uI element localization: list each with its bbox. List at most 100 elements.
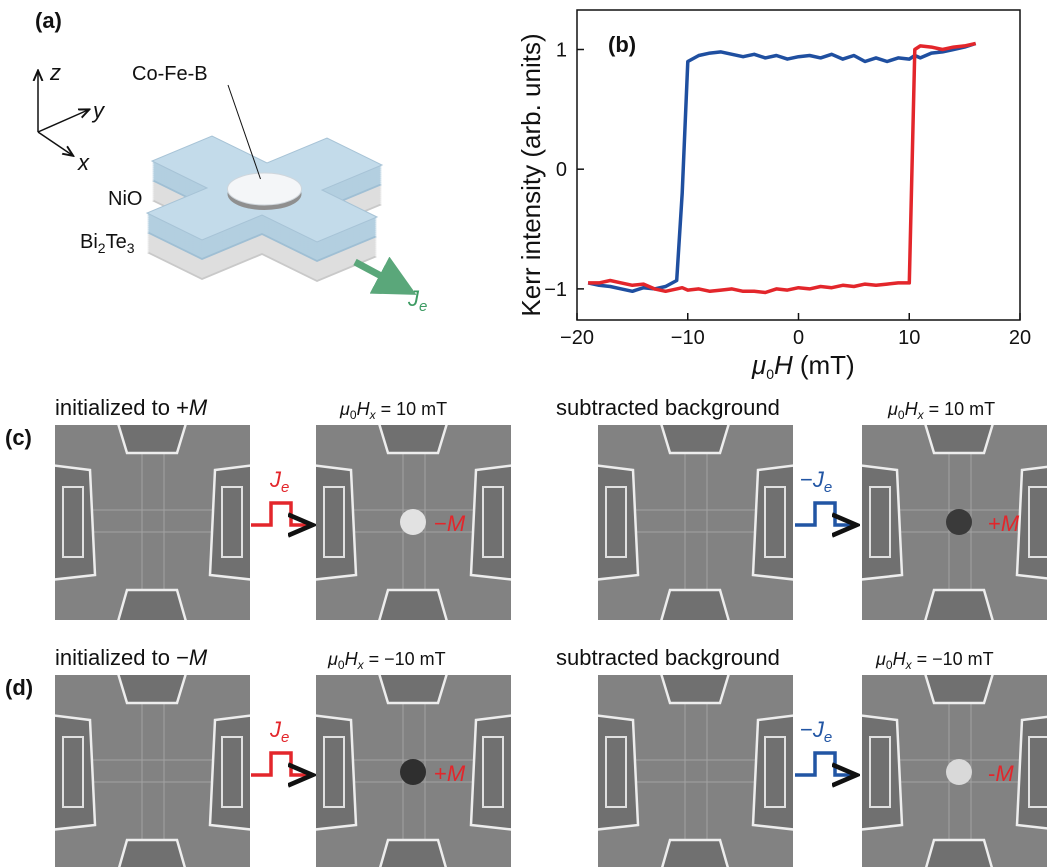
field-label-part: H (893, 649, 907, 669)
field-label-part: = −10 mT (912, 649, 994, 669)
layer-label: NiO (108, 188, 142, 210)
current-pulse (795, 503, 853, 525)
field-label: μ0Hx = −10 mT (875, 649, 994, 672)
layer-label: Bi2Te3 (80, 231, 135, 256)
pulse-label: −Je (800, 467, 832, 496)
current-pulse (795, 753, 853, 775)
init-label: initialized to −M (55, 645, 208, 670)
background-label: subtracted background (556, 645, 780, 670)
electrode (1017, 465, 1047, 580)
kerr-image (50, 670, 255, 867)
field-label-part: H (357, 399, 371, 419)
electrode (753, 715, 798, 830)
x-axis-label-part: H (774, 350, 793, 380)
electrode (50, 465, 95, 580)
current-label: Je (407, 286, 427, 315)
electrode (660, 670, 730, 703)
field-label-part: μ (327, 649, 338, 669)
axis-arrow (38, 132, 72, 155)
current-pulse (251, 753, 309, 775)
electrode (117, 590, 187, 625)
field-label-part: μ (875, 649, 886, 669)
layer-label-part: 2 (98, 240, 106, 256)
figure: (a)zyxCo-Fe-BNiOBi2Te3Je −101−20−1001020… (0, 0, 1047, 867)
magnetic-dot (946, 509, 972, 535)
electrode (378, 840, 448, 867)
panel-label: (a) (35, 8, 62, 33)
result-label: +M (988, 511, 1020, 536)
electrode (924, 840, 994, 867)
pulse-label-part: − (800, 467, 813, 492)
image-rows: (c) initialized to +M subtracted backgroun… (5, 395, 1047, 867)
electrode (924, 420, 994, 453)
background-label: subtracted background (556, 395, 780, 420)
layer-label-part: Bi (80, 231, 98, 253)
electrode (117, 420, 187, 453)
result-label: +M (434, 761, 466, 786)
result-label-part: + (988, 511, 1001, 536)
electrode (660, 840, 730, 867)
pulse-label-part: e (824, 729, 832, 746)
kerr-image (50, 420, 255, 625)
y-tick-label: −1 (544, 279, 567, 301)
field-label-part: μ (887, 399, 898, 419)
electrode (660, 590, 730, 625)
x-tick-label: 10 (898, 327, 920, 349)
result-label: −M (434, 511, 466, 536)
electrode (378, 420, 448, 453)
kerr-image (311, 670, 516, 867)
magnetic-dot (400, 509, 426, 535)
electrode (378, 670, 448, 703)
electrode (857, 715, 902, 830)
panel-label: (c) (5, 425, 32, 450)
field-label-part: = 10 mT (376, 399, 448, 419)
electrode (50, 715, 95, 830)
layer-label: Co-Fe-B (132, 63, 208, 85)
electrode (210, 715, 255, 830)
x-axis-label-part: (mT) (800, 350, 855, 380)
field-label: μ0Hx = −10 mT (327, 649, 446, 672)
init-label-part: M (189, 645, 208, 670)
electrode (924, 590, 994, 625)
magnetic-dot (400, 759, 426, 785)
axis-label: y (91, 98, 106, 123)
result-label-part: + (434, 761, 447, 786)
kerr-image (311, 420, 516, 625)
result-label-part: M (1001, 511, 1020, 536)
pulse-label: −Je (800, 717, 832, 746)
result-label-part: − (434, 511, 447, 536)
panel-label: (d) (5, 675, 33, 700)
result-label-part: M (447, 511, 466, 536)
field-label-part: H (345, 649, 359, 669)
electrode (593, 715, 638, 830)
pulse-label-part: e (824, 479, 832, 496)
kerr-image (593, 420, 798, 625)
field-label-part: μ (339, 399, 350, 419)
kerr-image (857, 670, 1047, 867)
x-tick-label: 20 (1009, 327, 1031, 349)
layer-label-part: 3 (127, 240, 135, 256)
magnetic-dot (946, 759, 972, 785)
panel-a: (a)zyxCo-Fe-BNiOBi2Te3Je (35, 8, 427, 315)
electrode (117, 840, 187, 867)
pulse-label-part: − (800, 717, 813, 742)
field-label-part: = −10 mT (364, 649, 446, 669)
electrode (1017, 715, 1047, 830)
pulse-label: Je (269, 467, 289, 496)
field-label-part: H (905, 399, 919, 419)
result-label-part: - (988, 761, 995, 786)
electrode (311, 715, 356, 830)
axis-label: z (49, 60, 61, 85)
x-tick-label: −20 (560, 327, 594, 349)
field-label: μ0Hx = 10 mT (339, 399, 447, 422)
electrode (857, 465, 902, 580)
y-tick-label: 0 (556, 159, 567, 181)
electrode (471, 465, 516, 580)
electrode (210, 465, 255, 580)
field-label-part: = 10 mT (924, 399, 996, 419)
y-tick-label: 1 (556, 39, 567, 61)
x-axis-label: μ0H(mT) (751, 350, 855, 382)
x-axis-label-part: 0 (766, 366, 774, 382)
init-label: initialized to +M (55, 395, 208, 420)
